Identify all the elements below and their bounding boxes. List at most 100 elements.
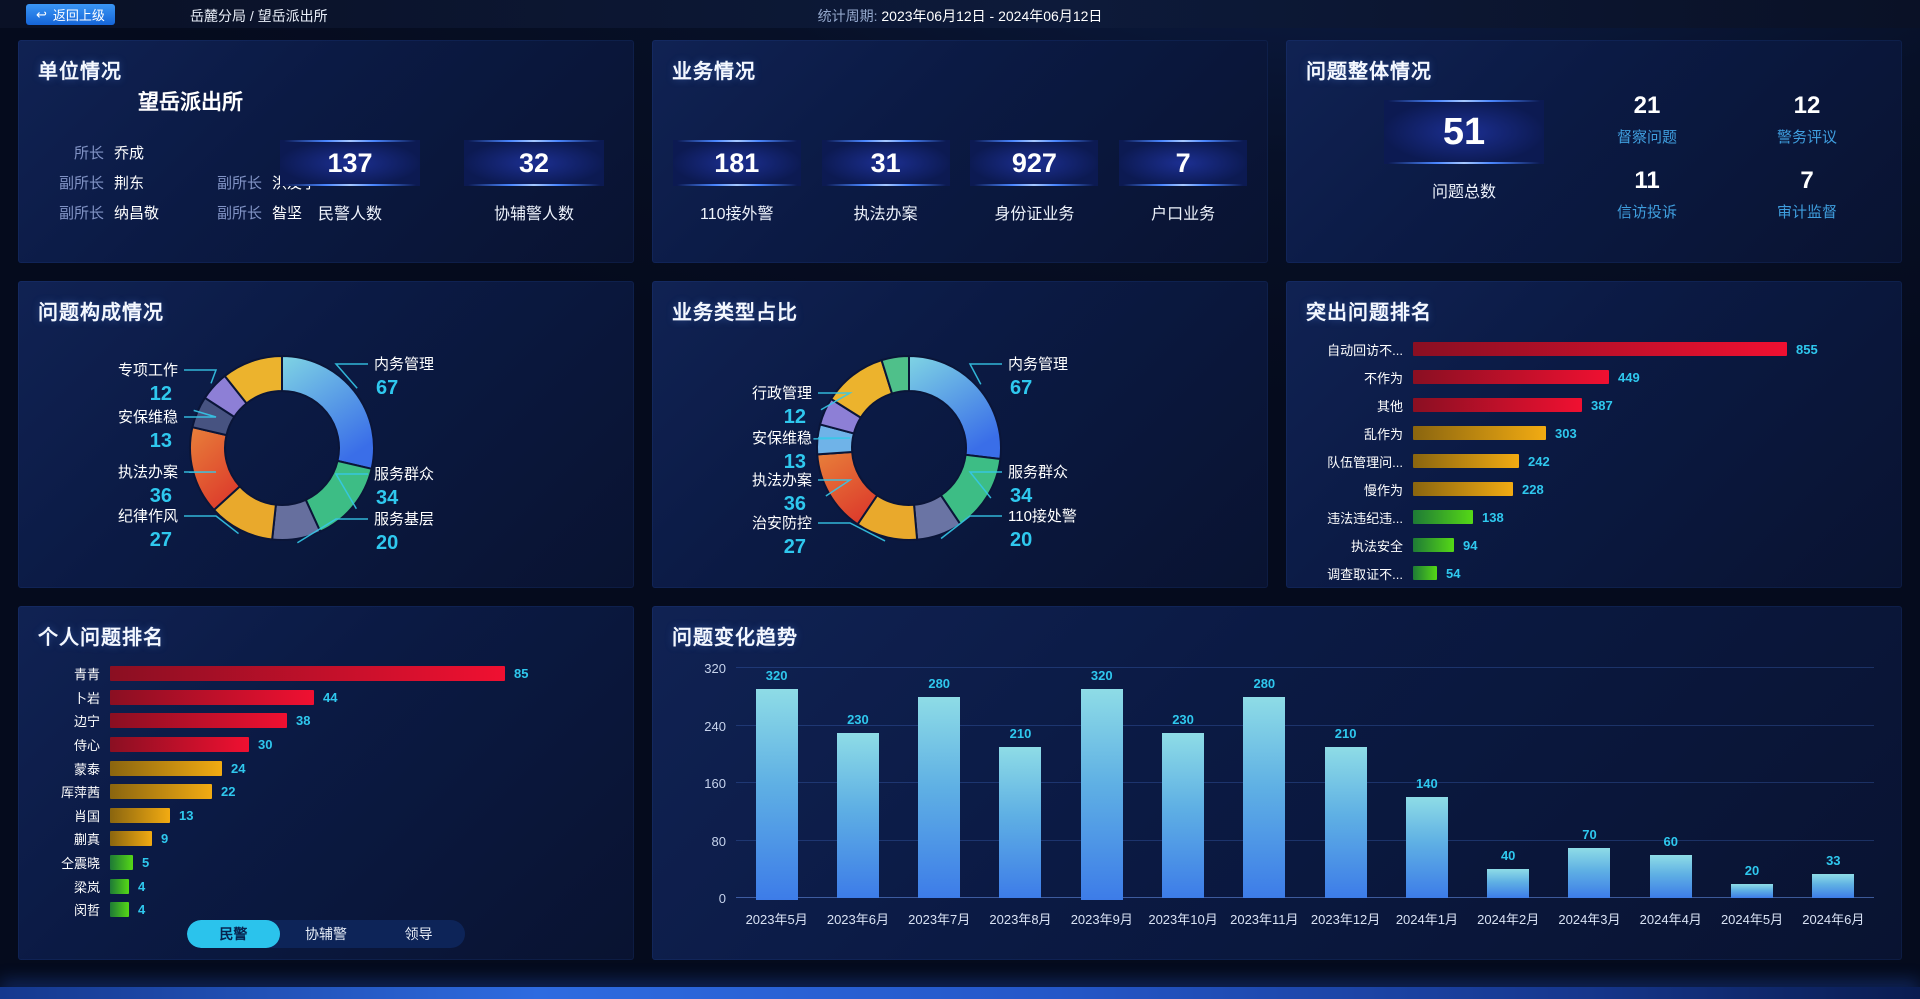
bar-row: 梁岚 4: [40, 874, 618, 898]
bar-row: 队伍管理问... 242: [1308, 447, 1886, 475]
trend-column: 230 2023年10月: [1142, 668, 1223, 928]
bar: [110, 831, 152, 847]
panel-title-business-type-share: 业务类型占比: [672, 302, 798, 324]
trend-bar-value: 210: [1009, 726, 1032, 741]
stat-value: 31: [870, 147, 901, 178]
panel-title-trend: 问题变化趋势: [672, 627, 798, 649]
bar-category-label: 闵哲: [73, 903, 100, 919]
panel-problem-trend: 问题变化趋势 0 80 160 240 320 320 2023年5月 230 2023年6月 2…: [652, 606, 1902, 960]
trend-column: 280 2023年11月: [1224, 668, 1305, 928]
donut-label-line: [940, 515, 1002, 540]
tab-minjing[interactable]: 民警: [187, 920, 280, 948]
stat-chip: 32: [464, 140, 604, 186]
trend-bar: [1812, 874, 1855, 898]
bar-category-label: 不作为: [1363, 370, 1403, 386]
bar: [110, 760, 222, 776]
donut-label: 行政管理: [752, 385, 812, 402]
bar: [110, 689, 314, 705]
trend-column: 20 2024年5月: [1711, 668, 1792, 928]
total-problems-chip: 51: [1384, 100, 1544, 164]
station-name: 望岳派出所: [137, 91, 243, 114]
trend-bar: [1405, 797, 1448, 898]
problem-source-value: 11: [1634, 167, 1660, 194]
business-stats: 181 110接外警 31 执法办案 927 身份证业务 7 户口业务: [652, 140, 1268, 224]
breadcrumb[interactable]: 岳麓分局 / 望岳派出所: [190, 8, 328, 24]
bar-category-label: 调查取证不...: [1327, 566, 1403, 582]
trend-column: 60 2024年4月: [1630, 668, 1711, 928]
donut-label-line: [818, 479, 853, 497]
donut-label-line: [297, 518, 368, 544]
dashboard-grid: 单位情况 望岳派出所 所长乔成副所长荆东副所长洪友宁副所长纳昌敬副所长昝坚 13…: [0, 28, 1920, 960]
donut-label: 纪律作风: [118, 508, 178, 525]
donut-value: 36: [784, 493, 806, 515]
leader-role: 副所长: [58, 205, 104, 222]
bar-value: 24: [231, 760, 246, 776]
x-axis-label: 2023年9月: [1070, 912, 1133, 927]
panel-problem-overview: 问题整体情况 51 问题总数 21 督察问题 12 警务评议 11 信访投诉 7 审计监督: [1286, 40, 1902, 263]
leader-name: 纳昌敬: [114, 205, 160, 222]
bar-category-label: 执法安全: [1350, 538, 1403, 554]
trend-column: 70 2024年3月: [1549, 668, 1630, 928]
trend-column: 280 2023年7月: [899, 668, 980, 928]
leader-row: 副所长 纳昌敬 副所长 昝坚: [44, 202, 338, 223]
bar-row: 厍萍茜 22: [40, 780, 618, 804]
tab-xiefujing[interactable]: 协辅警: [305, 926, 347, 942]
back-button-label: 返回上级: [52, 8, 105, 23]
trend-bar: [1324, 747, 1367, 898]
bar: [110, 855, 133, 871]
donut-value: 20: [1010, 529, 1032, 551]
donut-label: 安保维稳: [752, 430, 812, 447]
bar-category-label: 自动回访不...: [1327, 342, 1403, 358]
trend-bar-value: 320: [765, 668, 788, 683]
back-button[interactable]: ↩ 返回上级: [26, 4, 115, 25]
personal-ranking-chart: 青青 85 卜岩 44 边宁 38 侍心 30 蒙泰 24 厍萍茜 22 肖国 13 蒯真 9 仝震晓 5 梁岚 4 闵…: [40, 662, 618, 922]
donut-label-line: [968, 363, 1002, 385]
stat-chip: 7: [1119, 140, 1248, 186]
bar: [110, 666, 505, 682]
problem-source-stat: 12 警务评议: [1764, 92, 1850, 147]
donut-value: 67: [376, 377, 398, 399]
bar-value: 22: [221, 784, 236, 800]
bar: [110, 878, 129, 894]
trend-bar-value: 140: [1416, 776, 1438, 791]
panel-problem-composition: 问题构成情况 内务管理 67 服务群众 34 服务基层 20 专项工作 12 安保维稳 13 执法办…: [18, 281, 634, 588]
trend-bar-value: 280: [1253, 676, 1276, 691]
stat-period: 统计周期: 2023年06月12日 - 2024年06月12日: [818, 6, 1103, 26]
bar-value: 4: [138, 878, 146, 894]
y-axis-tick: 240: [704, 718, 726, 734]
bar: [1413, 342, 1787, 356]
trend-bar: [1162, 733, 1205, 898]
donut-value: 13: [784, 451, 806, 473]
bar-row: 边宁 38: [40, 709, 618, 733]
bar-category-label: 队伍管理问...: [1327, 454, 1403, 470]
donut-value: 34: [376, 487, 399, 509]
total-problems-label: 问题总数: [1431, 184, 1496, 201]
total-problems-value: 51: [1442, 110, 1486, 153]
bar-category-label: 厍萍茜: [60, 785, 100, 801]
bar: [1413, 482, 1513, 496]
bar-value: 5: [142, 855, 150, 871]
donut-value: 20: [376, 532, 398, 554]
problem-source-stat: 7 审计监督: [1764, 167, 1850, 222]
trend-bar-value: 320: [1090, 668, 1113, 683]
panel-title-business: 业务情况: [672, 61, 756, 83]
bar-row: 闵哲 4: [40, 898, 618, 922]
trend-bar-value: 20: [1744, 863, 1760, 878]
panel-title-problem-overview: 问题整体情况: [1306, 61, 1432, 83]
bar: [1413, 370, 1609, 384]
problem-source-stat: 21 督察问题: [1604, 92, 1690, 147]
leader-entry: 副所长 昝坚: [202, 202, 338, 223]
donut-label: 治安防控: [752, 515, 812, 532]
donut-label-line: [334, 363, 368, 389]
stat-label: 执法办案: [853, 206, 918, 223]
trend-column: 210 2023年8月: [980, 668, 1061, 928]
leader-entry: 副所长 荆东: [44, 172, 180, 193]
bar-category-label: 慢作为: [1363, 482, 1403, 498]
bar-value: 228: [1522, 481, 1544, 497]
bar: [1413, 398, 1582, 412]
tab-lingdao[interactable]: 领导: [404, 926, 433, 942]
leader-list: 所长乔成副所长荆东副所长洪友宁副所长纳昌敬副所长昝坚: [44, 142, 338, 223]
bottom-decoration: [0, 987, 1920, 999]
back-arrow-icon: ↩: [36, 7, 47, 22]
